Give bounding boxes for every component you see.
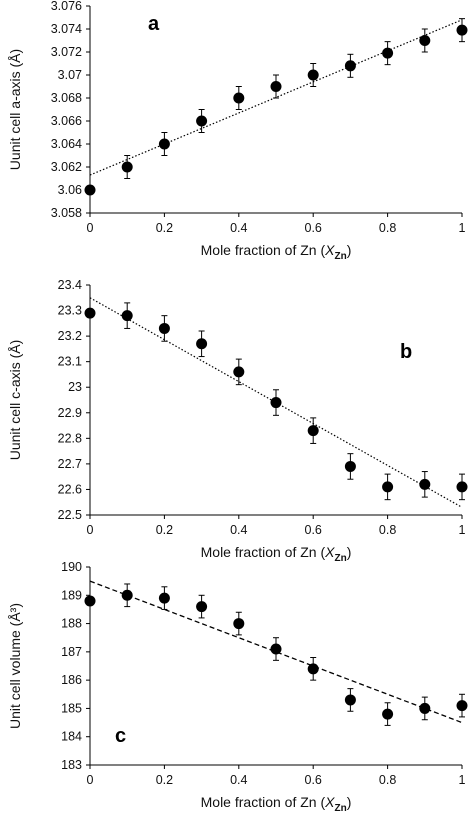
data-point (233, 92, 245, 104)
y-tick-label: 188 (61, 617, 82, 631)
x-tick-label: 0.4 (230, 221, 247, 235)
data-point (233, 618, 245, 630)
x-axis-label: Mole fraction of Zn (XZn) (201, 242, 352, 262)
x-tick-label: 0.6 (305, 523, 322, 537)
panel-label: a (148, 13, 160, 35)
y-axis-label: Uunit cell a-axis (Å) (7, 49, 23, 170)
data-point (121, 310, 133, 322)
x-tick-label: 1 (459, 773, 466, 787)
data-point (270, 397, 282, 409)
data-point (158, 322, 170, 334)
y-tick-label: 187 (61, 645, 82, 659)
data-point (196, 115, 208, 127)
data-point (158, 592, 170, 604)
y-tick-label: 22.7 (58, 457, 82, 471)
x-tick-label: 0.8 (379, 221, 396, 235)
data-point (419, 35, 431, 46)
y-axis-label: Uunit cell c-axis (Å) (7, 340, 23, 461)
x-tick-label: 0.6 (305, 221, 322, 235)
data-point (419, 702, 431, 714)
x-tick-label: 0.2 (156, 773, 173, 787)
y-tick-label: 22.9 (58, 406, 82, 420)
y-tick-label: 3.066 (51, 114, 82, 128)
y-tick-label: 3.074 (51, 22, 82, 36)
x-tick-label: 1 (459, 523, 466, 537)
x-tick-label: 0.8 (379, 523, 396, 537)
data-point (307, 69, 319, 81)
y-tick-label: 190 (61, 560, 82, 574)
y-tick-label: 23.2 (58, 329, 82, 343)
data-point (344, 460, 356, 472)
y-tick-label: 3.058 (51, 206, 82, 220)
data-point (233, 366, 245, 378)
data-point (419, 478, 431, 490)
x-tick-label: 0 (87, 773, 94, 787)
x-axis-label: Mole fraction of Zn (XZn) (201, 794, 352, 814)
panel-label: c (115, 725, 126, 747)
y-tick-label: 3.064 (51, 137, 82, 151)
y-tick-label: 189 (61, 588, 82, 602)
y-tick-label: 23.3 (58, 304, 82, 318)
y-tick-label: 3.076 (51, 0, 82, 13)
data-point (344, 60, 356, 72)
data-point (196, 338, 208, 350)
trend-line (89, 19, 463, 176)
y-tick-label: 23.4 (58, 278, 82, 292)
chart-panel-b: 22.5 22.6 22.7 22.8 22.9 23 23.1 23.2 23.3 23.4 0 0… (7, 278, 468, 564)
data-point (456, 700, 468, 712)
x-tick-label: 0.2 (156, 523, 173, 537)
data-point (307, 425, 319, 437)
trend-line (89, 580, 463, 724)
x-tick-label: 0.8 (379, 773, 396, 787)
y-tick-label: 185 (61, 701, 82, 715)
data-point (84, 595, 96, 607)
trend-line (89, 297, 463, 508)
data-point (270, 643, 282, 655)
y-tick-label: 3.06 (58, 183, 82, 197)
chart-panel-c: 183 184 185 186 187 188 189 190 0 0.2 0.4 0.6 0.8 1 Mo… (7, 560, 468, 814)
x-tick-label: 1 (459, 221, 466, 235)
data-point (456, 481, 468, 493)
data-point (382, 708, 394, 720)
y-tick-label: 3.072 (51, 45, 82, 59)
y-tick-label: 23 (68, 380, 82, 394)
y-tick-label: 186 (61, 673, 82, 687)
data-point (84, 184, 96, 196)
data-point (158, 138, 170, 150)
y-tick-label: 3.062 (51, 160, 82, 174)
data-point (121, 589, 133, 601)
y-tick-label: 22.5 (58, 508, 82, 522)
x-tick-label: 0.6 (305, 773, 322, 787)
data-point (270, 81, 282, 92)
y-axis-label: Unit cell volume (Å³) (7, 603, 23, 729)
data-point (344, 694, 356, 706)
data-point (121, 161, 133, 173)
x-tick-label: 0 (87, 221, 94, 235)
x-tick-label: 0.2 (156, 221, 173, 235)
x-axis-label: Mole fraction of Zn (XZn) (201, 544, 352, 564)
data-point (84, 307, 96, 319)
data-point (456, 24, 468, 36)
y-tick-label: 184 (61, 730, 82, 744)
y-tick-label: 3.068 (51, 91, 82, 105)
y-tick-label: 22.6 (58, 482, 82, 496)
y-tick-label: 183 (61, 758, 82, 772)
x-tick-label: 0 (87, 523, 94, 537)
data-point (382, 47, 394, 59)
y-tick-label: 23.1 (58, 355, 82, 369)
x-tick-label: 0.4 (230, 773, 247, 787)
data-point (196, 601, 208, 613)
panel-label: b (400, 341, 412, 363)
y-tick-label: 22.8 (58, 431, 82, 445)
data-point (307, 663, 319, 675)
y-tick-label: 3.07 (58, 68, 82, 82)
data-point (382, 481, 394, 493)
x-tick-label: 0.4 (230, 523, 247, 537)
chart-panel-a: 3.058 3.06 3.062 3.064 3.066 3.068 3.07 3.072 3.… (7, 0, 468, 262)
